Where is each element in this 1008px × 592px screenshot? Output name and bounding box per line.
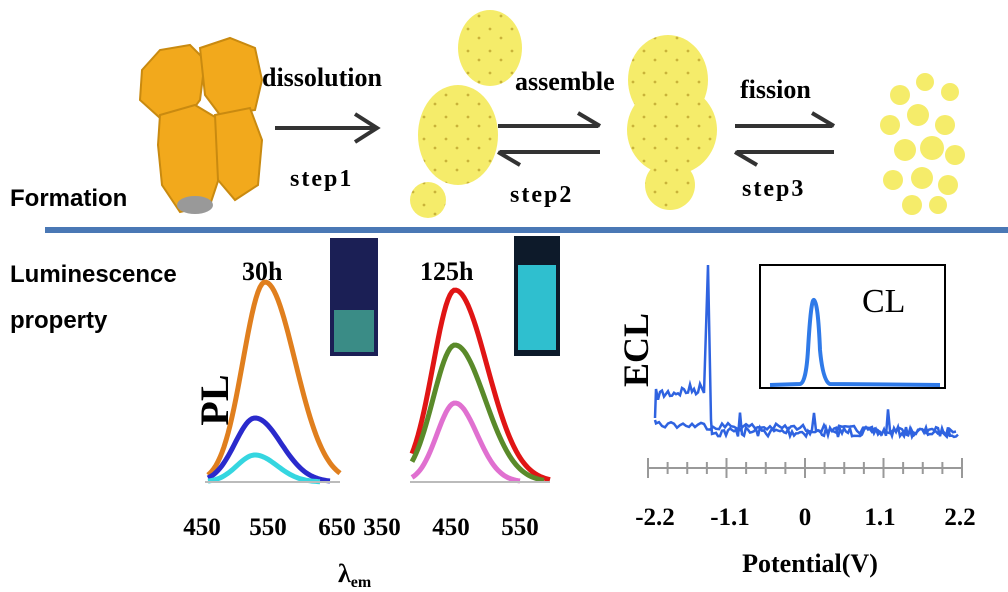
x-axis-label: Potential(V)	[742, 549, 878, 578]
droplet	[894, 139, 916, 161]
droplet	[916, 73, 934, 91]
droplet	[929, 196, 947, 214]
vial	[330, 238, 378, 356]
tick-label: -1.1	[710, 504, 750, 531]
double-arrow	[498, 113, 600, 165]
tick-label: 450	[183, 514, 221, 541]
droplet	[935, 115, 955, 135]
droplet	[907, 104, 929, 126]
tick-label: 2.2	[944, 504, 975, 531]
page: Formation dissolution step1 assemble ste…	[0, 0, 1008, 592]
tick-label: 650	[318, 514, 356, 541]
pl-curves	[208, 282, 550, 482]
step-label: fission	[740, 75, 811, 104]
inset-label: CL	[862, 283, 905, 320]
droplets	[410, 10, 522, 218]
tick-label: 550	[501, 514, 539, 541]
tick-label: 1.1	[864, 504, 895, 531]
symbol: λ	[338, 559, 351, 588]
double-arrow	[735, 113, 834, 165]
ecl-axis	[648, 458, 962, 478]
tick-label: 0	[799, 504, 812, 531]
tick-labels: 450 550 650 350 450 550	[183, 514, 539, 541]
y-axis-label: ECL	[616, 313, 656, 387]
droplet	[945, 145, 965, 165]
x-axis-label: λem	[338, 559, 372, 591]
step-number: step3	[742, 176, 805, 202]
tick-label: 350	[363, 514, 401, 541]
figure: Formation dissolution step1 assemble ste…	[0, 0, 1008, 592]
tick-label: 450	[432, 514, 470, 541]
vial	[514, 236, 560, 356]
droplet	[920, 136, 944, 160]
small-droplets	[880, 73, 965, 215]
step-label: assemble	[515, 67, 615, 96]
droplet	[911, 167, 933, 189]
tick-label: 550	[249, 514, 287, 541]
step-number: step1	[290, 166, 353, 192]
section-title: property	[10, 307, 108, 334]
time-label: 125h	[420, 257, 474, 286]
step-label: dissolution	[262, 63, 382, 92]
step-number: step2	[510, 182, 573, 208]
droplet	[938, 175, 958, 195]
subscript: em	[351, 574, 372, 591]
droplet	[941, 83, 959, 101]
section-title: Luminescence	[10, 261, 177, 288]
aggregate-blobs	[140, 38, 262, 214]
tick-labels: -2.2 -1.1 0 1.1 2.2	[635, 504, 975, 531]
droplets	[627, 35, 717, 210]
inset-frame	[760, 265, 945, 388]
tick-label: -2.2	[635, 504, 675, 531]
droplet	[883, 170, 903, 190]
droplet	[902, 195, 922, 215]
droplet	[890, 85, 910, 105]
formation-label: Formation	[10, 185, 127, 212]
droplet	[880, 115, 900, 135]
arrow	[275, 114, 377, 142]
